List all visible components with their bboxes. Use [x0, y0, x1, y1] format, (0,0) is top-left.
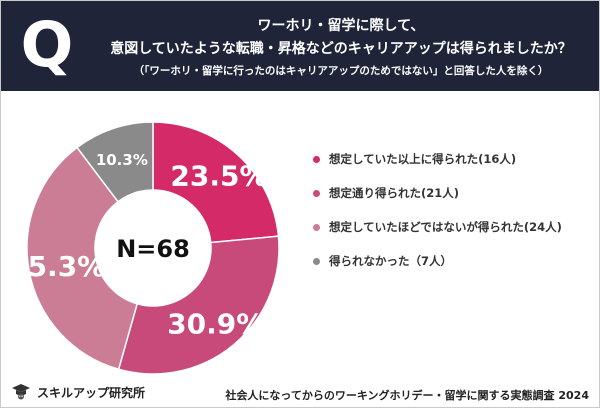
legend-swatch-3 [313, 257, 320, 265]
donut-slice-2 [26, 146, 139, 371]
donut-slice-3 [75, 121, 154, 203]
slice-value-label-0: 23.5% [170, 160, 267, 193]
question-note: （「ワーホリ・留学に行ったのはキャリアアップのためではない」と回答した人を除く） [133, 65, 549, 77]
brand-logo: スキルアップ研究所 [11, 383, 145, 401]
survey-source: 社会人になってからのワーキングホリデー・留学に関する実態調査 2024 [225, 389, 589, 402]
legend-swatch-0 [313, 155, 320, 163]
legend-label-3: 得られなかった（7人） [329, 254, 453, 268]
donut-chart: 23.5% 30.9% 35.3% 10.3% N=68 [8, 121, 280, 375]
brand-name: スキルアップ研究所 [37, 385, 146, 400]
legend-swatch-1 [313, 189, 320, 197]
legend-label-2: 想定していたほどではないが得られた(24人) [329, 220, 562, 234]
q-letter: Q [20, 8, 74, 81]
graduation-cap-icon [12, 384, 30, 400]
legend-swatch-2 [313, 223, 320, 231]
legend-item-3: 得られなかった（7人） [313, 253, 593, 269]
center-label: N=68 [116, 235, 190, 263]
donut-slice-1 [117, 235, 280, 375]
q-badge: Q [13, 11, 81, 79]
question-line-1: ワーホリ・留学に際して、 [257, 18, 425, 34]
legend-item-2: 想定していたほどではないが得られた(24人) [313, 219, 593, 235]
legend-label-0: 想定していた以上に得られた(16人) [329, 152, 517, 166]
question-header: Q ワーホリ・留学に際して、 意図していたような転職・昇格などのキャリアアップは… [1, 1, 599, 91]
slice-value-label-2: 35.3% [8, 250, 105, 283]
legend-item-1: 想定通り得られた(21人) [313, 185, 593, 201]
slice-value-label-1: 30.9% [167, 307, 264, 340]
legend-label-1: 想定通り得られた(21人) [329, 186, 460, 200]
chart-legend: 想定していた以上に得られた(16人) 想定通り得られた(21人) 想定していたほどで… [313, 151, 593, 287]
slice-value-label-3: 10.3% [96, 151, 148, 169]
question-line-2: 意図していたような転職・昇格などのキャリアアップは得られましたか？ [110, 41, 572, 57]
legend-item-0: 想定していた以上に得られた(16人) [313, 151, 593, 167]
donut-slice-0 [152, 121, 280, 244]
